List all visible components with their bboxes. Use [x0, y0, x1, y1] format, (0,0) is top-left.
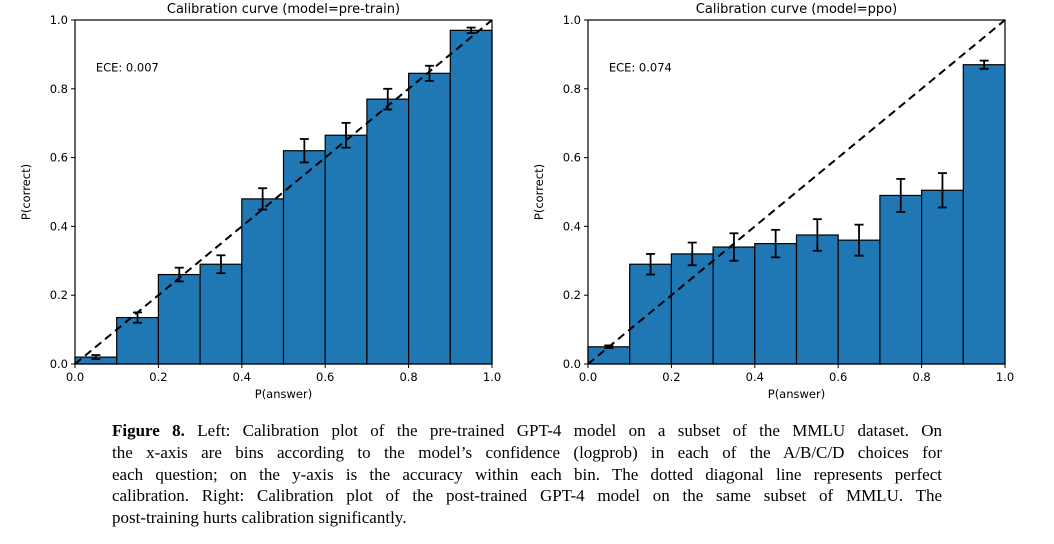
ece-annotation: ECE: 0.007 — [96, 61, 159, 75]
y-tick-label: 0.0 — [50, 357, 68, 371]
x-tick-label: 0.0 — [579, 370, 597, 384]
plot-frame — [74, 19, 493, 365]
caption-line-5: post-training hurts calibration signific… — [112, 508, 407, 528]
bar — [920, 189, 964, 365]
calibration-charts-svg: 0.0 0.2 0.4 0.6 0.8 1.0 0.0 0.2 0.4 0.6 0.8 1.0 Cali… — [19, 2, 1014, 401]
x-tick-label: 0.2 — [149, 370, 167, 384]
y-tick-label: 0.6 — [50, 151, 68, 165]
figure-caption: Figure 8. Left: Calibration plot of the … — [112, 420, 942, 529]
chart-1-bars — [587, 64, 1006, 365]
figure-number-label: Figure 8. — [112, 421, 185, 440]
caption-line-2: the x-axis are bins according to the mod… — [112, 442, 942, 462]
caption-line-4: calibration. Right: Calibration plot of … — [112, 486, 942, 506]
x-tick-label: 0.4 — [746, 370, 764, 384]
bar — [795, 234, 839, 365]
caption-line-1: Figure 8. Left: Calibration plot of the … — [112, 420, 942, 442]
y-axis-label: P(correct) — [19, 164, 33, 220]
bar — [408, 72, 451, 365]
ece-annotation: ECE: 0.074 — [609, 61, 672, 75]
chart-title: Calibration curve (model=pre-train) — [167, 2, 400, 17]
bar — [629, 263, 673, 365]
chart-0: 0.0 0.2 0.4 0.6 0.8 1.0 0.0 0.2 0.4 0.6 0.8 1.0 Cali… — [19, 2, 501, 401]
bar — [282, 150, 326, 365]
chart-title: Calibration curve (model=ppo) — [696, 2, 897, 17]
y-tick-label: 0.8 — [563, 82, 581, 96]
x-tick-label: 1.0 — [996, 370, 1014, 384]
y-tick-label: 0.4 — [563, 219, 581, 233]
x-tick-label: 0.8 — [399, 370, 417, 384]
bar — [962, 64, 1006, 365]
chart-0-errorbars — [91, 26, 476, 361]
y-tick-label: 0.8 — [50, 82, 68, 96]
x-tick-label: 0.2 — [662, 370, 680, 384]
y-tick-label: 0.2 — [563, 288, 581, 302]
bar — [587, 346, 631, 365]
x-axis-label: P(answer) — [255, 387, 312, 401]
bar — [199, 263, 243, 365]
x-tick-label: 0.6 — [316, 370, 334, 384]
y-tick-label: 1.0 — [563, 13, 581, 27]
caption-line-3: each question; on the y-axis is the accu… — [112, 464, 942, 484]
y-tick-label: 0.4 — [50, 219, 68, 233]
bar — [837, 239, 881, 365]
bar — [449, 29, 493, 365]
bar — [366, 98, 410, 365]
x-tick-label: 0.4 — [233, 370, 251, 384]
bar — [754, 243, 798, 365]
bar — [879, 194, 923, 365]
x-axis-label: P(answer) — [768, 387, 825, 401]
y-tick-label: 1.0 — [50, 13, 68, 27]
x-tick-label: 0.6 — [829, 370, 847, 384]
chart-1-errorbars — [604, 59, 989, 350]
y-axis-label: P(correct) — [532, 164, 546, 220]
bar — [116, 316, 159, 365]
x-tick-label: 0.8 — [912, 370, 930, 384]
x-tick-label: 0.0 — [66, 370, 84, 384]
bar — [157, 273, 201, 365]
bar — [670, 253, 714, 365]
caption-line-1-text: Left: Calibration plot of the pre-traine… — [184, 421, 942, 440]
y-tick-label: 0.6 — [563, 151, 581, 165]
bar — [241, 198, 285, 365]
bar — [324, 134, 368, 365]
chart-1: 0.0 0.2 0.4 0.6 0.8 1.0 0.0 0.2 0.4 0.6 0.8 1.0 Cali… — [532, 2, 1014, 401]
y-tick-label: 0.2 — [50, 288, 68, 302]
plot-frame — [587, 19, 1006, 365]
y-tick-label: 0.0 — [563, 357, 581, 371]
bar — [712, 246, 756, 365]
x-tick-label: 1.0 — [483, 370, 501, 384]
